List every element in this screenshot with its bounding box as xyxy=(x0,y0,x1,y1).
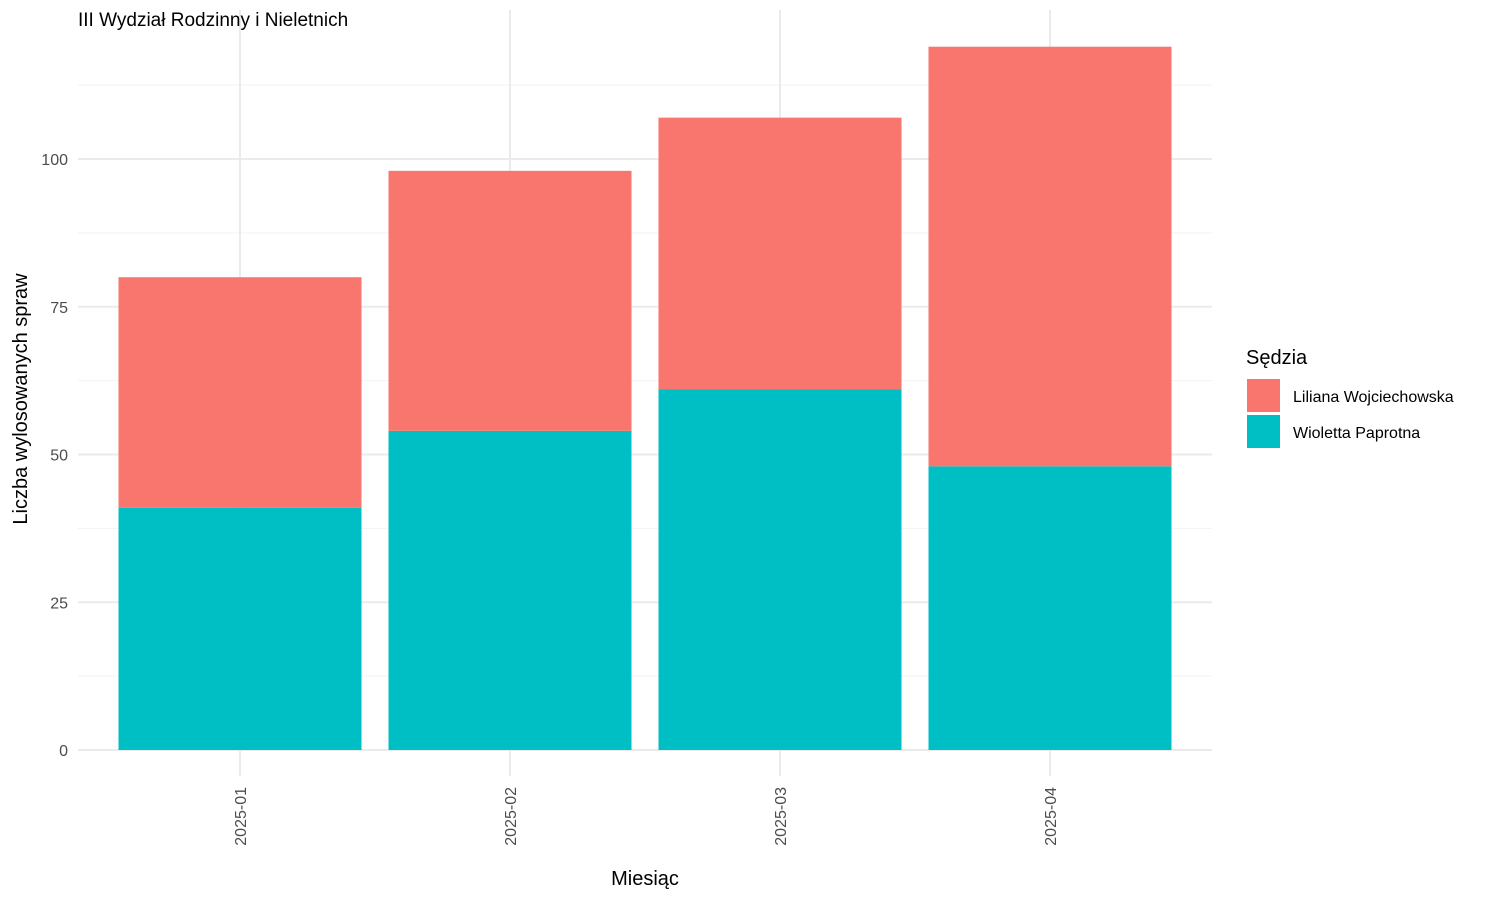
legend-title: Sędzia xyxy=(1246,347,1308,369)
y-tick-label: 100 xyxy=(41,152,68,169)
bar-segment xyxy=(118,277,362,508)
legend-items: Liliana Wojciechowska Wioletta Paprotna xyxy=(1247,379,1454,448)
chart-title: III Wydział Rodzinny i Nieletnich xyxy=(78,10,348,31)
y-tick-label: 25 xyxy=(50,595,68,612)
y-axis-ticks: 0 25 50 75 100 xyxy=(41,152,68,760)
legend-label: Wioletta Paprotna xyxy=(1293,425,1420,442)
bar-segment xyxy=(658,117,902,390)
bar-segment xyxy=(118,507,362,750)
y-tick-label: 75 xyxy=(50,300,68,317)
bar-segment xyxy=(658,389,902,750)
y-axis-label: Liczba wylosowanych spraw xyxy=(10,273,32,525)
legend-swatch xyxy=(1247,415,1280,448)
legend: Sędzia Liliana Wojciechowska Wioletta Pap… xyxy=(1246,347,1454,448)
bar-segment xyxy=(928,46,1172,467)
bar-segment xyxy=(388,170,632,431)
x-axis-label: Miesiąc xyxy=(611,868,679,890)
bar-segment xyxy=(928,466,1172,750)
y-tick-label: 50 xyxy=(50,448,68,465)
x-tick-label: 2025-02 xyxy=(503,787,520,846)
x-tick-label: 2025-01 xyxy=(233,787,250,846)
x-axis-ticks: 2025-01 2025-02 2025-03 2025-04 xyxy=(233,787,1060,846)
y-tick-label: 0 xyxy=(59,743,68,760)
legend-label: Liliana Wojciechowska xyxy=(1293,389,1454,406)
x-tick-label: 2025-04 xyxy=(1043,787,1060,846)
x-tick-label: 2025-03 xyxy=(773,787,790,846)
legend-swatch xyxy=(1247,379,1280,412)
bars xyxy=(118,46,1172,750)
bar-segment xyxy=(388,430,632,750)
